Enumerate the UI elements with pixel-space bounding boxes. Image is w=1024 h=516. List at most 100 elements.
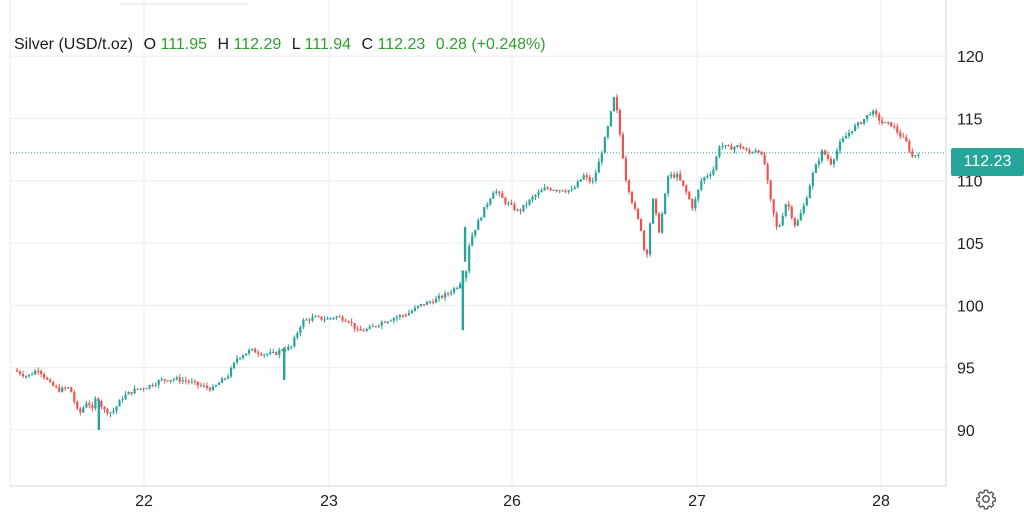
candle-body (37, 370, 40, 372)
candle-body (296, 333, 299, 338)
candle-body (844, 136, 848, 139)
x-tick-label: 26 (503, 493, 521, 510)
candle-body (136, 388, 139, 390)
candle-body (453, 288, 456, 293)
candle-body (422, 303, 426, 305)
candle-body (486, 204, 489, 207)
candle-body (130, 391, 133, 394)
candle-body (853, 125, 857, 131)
candle-body (229, 368, 233, 377)
candle-body (875, 110, 878, 115)
candle-body (392, 318, 395, 321)
candle-body (679, 173, 682, 181)
candle-body (835, 150, 839, 160)
candle-body (859, 122, 863, 124)
y-tick-label: 100 (957, 298, 984, 315)
low-label: L (291, 36, 301, 53)
candle-body (76, 401, 79, 409)
candle-body (748, 150, 751, 153)
candle-body (40, 371, 43, 374)
candle-body (431, 301, 435, 303)
candle-body (549, 188, 552, 191)
candle-body (869, 114, 872, 116)
candle-body (112, 410, 115, 413)
candle-body (157, 380, 160, 385)
change-value: 0.28 (435, 36, 467, 53)
candle-body (814, 164, 817, 173)
candle-body (269, 352, 272, 354)
candle-body (299, 327, 302, 334)
candle-body (480, 217, 483, 221)
candle-body (513, 204, 516, 211)
candle-body (443, 293, 447, 298)
candle-body (359, 329, 362, 331)
candle-body (561, 190, 564, 192)
candle-body (163, 379, 166, 381)
candle-body (175, 377, 178, 380)
candle-body (863, 119, 866, 124)
candle-body (404, 315, 407, 317)
candle-body (251, 348, 254, 350)
candle-body (790, 206, 793, 218)
candle-body (760, 152, 763, 155)
candle-body (826, 154, 830, 159)
candle-body (211, 386, 215, 391)
candle-body (353, 322, 356, 329)
open-label: O (143, 36, 157, 53)
candle-body (769, 180, 772, 200)
candle-body (202, 385, 206, 387)
candle-body (603, 137, 606, 153)
candle-body (856, 122, 860, 126)
candle-body (636, 208, 640, 219)
candle-body (428, 301, 432, 303)
candle-body (896, 126, 899, 133)
candle-body (27, 374, 31, 377)
candle-body (214, 385, 218, 387)
candle-body (148, 384, 151, 389)
candle-body (434, 298, 438, 303)
candle-body (94, 398, 97, 409)
change-percent: (+0.248%) (471, 36, 546, 53)
candle-body (850, 130, 854, 133)
candle-body (106, 409, 109, 414)
candle-body (507, 203, 510, 205)
candlestick-series[interactable] (15, 94, 920, 430)
candle-body (703, 177, 706, 181)
candle-body (606, 126, 609, 138)
candle-body (70, 387, 73, 393)
candle-body (911, 151, 914, 157)
candle-body (908, 141, 911, 152)
candle-body (808, 185, 811, 198)
candle-body (338, 316, 341, 318)
grid-lines (10, 0, 946, 486)
candle-body (829, 158, 833, 165)
candle-body (570, 189, 573, 191)
candle-body (187, 381, 190, 383)
candle-body (260, 353, 263, 356)
ohlc-legend: Silver (USD/t.oz) O 111.95 H 112.29 L 11… (14, 36, 546, 54)
candle-body (242, 355, 245, 358)
candle-body (525, 204, 528, 206)
candle-body (311, 316, 314, 321)
candle-body (437, 295, 441, 299)
candle-body (79, 408, 82, 413)
gear-icon[interactable] (975, 488, 997, 510)
open-value: 111.95 (160, 36, 208, 53)
y-axis: 90 95 100 105 110 115 120 (957, 49, 984, 440)
candle-body (651, 198, 655, 224)
candle-body (655, 198, 658, 214)
candle-body (805, 197, 808, 206)
candle-body (217, 382, 221, 386)
candle-body (21, 374, 25, 377)
candle-body (223, 378, 227, 380)
candle-body (208, 387, 212, 391)
candle-body (398, 315, 401, 318)
y-tick-label: 95 (957, 361, 975, 378)
y-tick-label: 105 (957, 236, 984, 253)
candle-body (178, 377, 181, 382)
candle-body (287, 346, 290, 350)
high-label: H (217, 36, 230, 53)
candle-body (742, 147, 745, 150)
candle-body (661, 213, 664, 233)
candle-body (468, 245, 471, 272)
